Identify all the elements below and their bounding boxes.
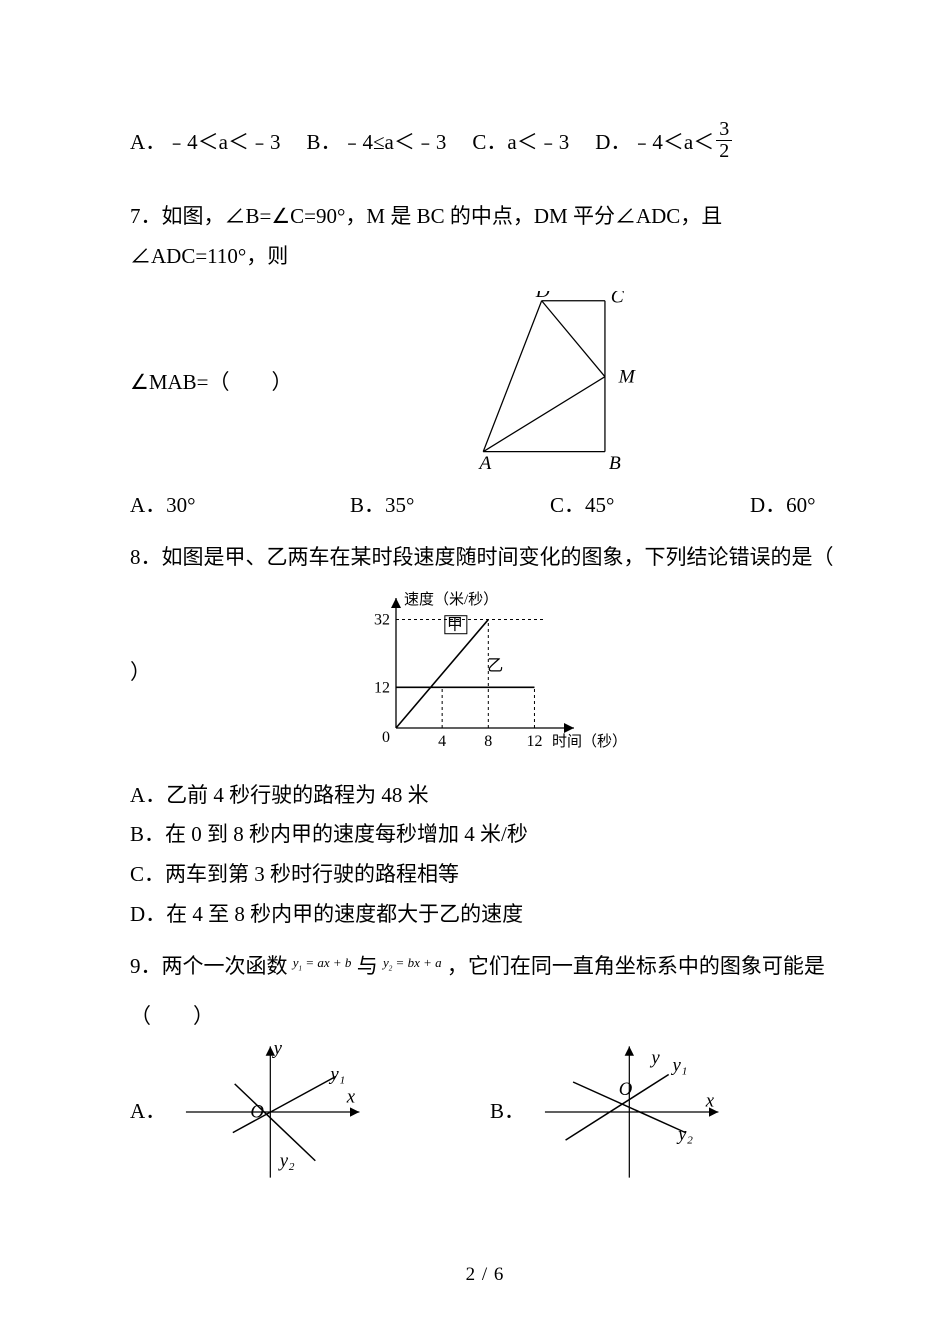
q6-options: A． ﹣4＜a＜﹣3 B． ﹣4≤a＜﹣3 C． a＜﹣3 D． ﹣4＜a＜ 3… [130,120,840,163]
q8-stem-line1: 8．如图是甲、乙两车在某时段速度随时间变化的图象，下列结论错误的是（ [130,538,840,578]
q9-paren: （ ） [130,997,840,1037]
q9-eq1: y1 = ax + b [293,955,352,970]
q8-opt-b: B．在 0 到 8 秒内甲的速度每秒增加 4 米/秒 [130,815,840,855]
q7-options: A．30° B．35° C．45° D．60° [130,486,840,526]
expr-prefix: ﹣4＜a＜ [631,123,714,163]
q9-opt-a: A． Ox y y₁ y₂ [130,1037,490,1187]
q8-options: A．乙前 4 秒行驶的路程为 48 米 B．在 0 到 8 秒内甲的速度每秒增加… [130,776,840,936]
fraction: 3 2 [716,119,732,162]
q9-fig-a: Ox y y₁ y₂ [170,1037,380,1187]
q7-opt-c: C．45° [550,486,750,526]
expr: ﹣4＜a＜﹣3 [166,123,280,163]
q7-stem-line1: 7．如图，∠B=∠C=90°，M 是 BC 的中点，DM 平分∠ADC，且∠AD… [130,197,840,277]
q9-prefix: 9．两个一次函数 [130,954,293,978]
q7-opt-b: B．35° [350,486,550,526]
svg-text:y: y [649,1047,660,1068]
q9-mid: 与 [351,954,383,978]
q6-opt-c: C． a＜﹣3 [472,123,569,163]
q7-row: ∠MAB=（ ） A B C D M [130,291,840,476]
q9-fig-b: Ox y y₁ y₂ [529,1037,739,1187]
q7-opt-a: A．30° [130,486,350,526]
svg-text:8: 8 [484,733,492,750]
q8-row: ） 0 4 8 12 12 32 速度（米/秒） 时间（秒） 甲乙 [130,588,840,758]
svg-text:D: D [535,291,550,302]
label: C． [472,123,507,163]
svg-text:时间（秒）: 时间（秒） [552,733,627,750]
q8-opt-d: D．在 4 至 8 秒内甲的速度都大于乙的速度 [130,895,840,935]
svg-text:O: O [619,1079,633,1100]
q8-opt-c: C．两车到第 3 秒时行驶的路程相等 [130,855,840,895]
svg-text:y₁: y₁ [329,1064,346,1085]
q6-opt-b: B． ﹣4≤a＜﹣3 [307,123,447,163]
svg-text:速度（米/秒）: 速度（米/秒） [404,591,498,608]
svg-text:y: y [272,1038,283,1059]
svg-text:A: A [478,453,492,474]
q9-opt-b: B． Ox y y₁ y₂ [490,1037,739,1187]
q7-stem-line2: ∠MAB=（ ） [130,363,293,403]
label: B． [307,123,342,163]
q8-opt-a: A．乙前 4 秒行驶的路程为 48 米 [130,776,840,816]
svg-text:y₁: y₁ [671,1055,688,1076]
svg-text:x: x [705,1090,715,1111]
page-footer: 2 / 6 [130,1257,840,1293]
svg-text:O: O [251,1102,265,1123]
q9-stem: 9．两个一次函数 y1 = ax + b 与 y2 = bx + a ，它们在同… [130,947,840,987]
q6-opt-a: A． ﹣4＜a＜﹣3 [130,123,281,163]
svg-text:甲: 甲 [446,616,462,633]
denominator: 2 [716,140,732,162]
q7-diagram: A B C D M [471,291,661,476]
svg-text:B: B [609,453,621,474]
q8-stem-line2: ） [130,653,151,693]
svg-text:12: 12 [526,733,542,750]
numerator: 3 [716,119,732,140]
label: A． [130,1092,166,1132]
q7-opt-d: D．60° [750,486,816,526]
svg-text:4: 4 [438,733,446,750]
q8-chart: 0 4 8 12 12 32 速度（米/秒） 时间（秒） 甲乙 [346,588,646,758]
svg-text:12: 12 [374,679,390,696]
svg-text:0: 0 [382,729,390,746]
svg-text:y₂: y₂ [278,1150,295,1171]
label: B． [490,1092,525,1132]
q6-opt-d: D． ﹣4＜a＜ 3 2 [595,120,732,163]
expr: ﹣4≤a＜﹣3 [342,123,447,163]
q7-figure: A B C D M [293,291,840,476]
q9-suffix: ，它们在同一直角坐标系中的图象可能是 [442,954,825,978]
svg-text:y₂: y₂ [676,1124,693,1145]
label: A． [130,123,166,163]
svg-text:x: x [346,1087,356,1108]
svg-text:M: M [618,366,637,387]
q8-figure: 0 4 8 12 12 32 速度（米/秒） 时间（秒） 甲乙 [151,588,840,758]
svg-text:乙: 乙 [487,657,503,674]
svg-text:32: 32 [374,611,390,628]
q9-eq2: y2 = bx + a [383,955,442,970]
svg-text:C: C [611,291,625,308]
q9-options: A． Ox y y₁ y₂ B． Ox y y₁ y₂ [130,1037,840,1187]
label: D． [595,123,631,163]
expr: a＜﹣3 [507,123,569,163]
